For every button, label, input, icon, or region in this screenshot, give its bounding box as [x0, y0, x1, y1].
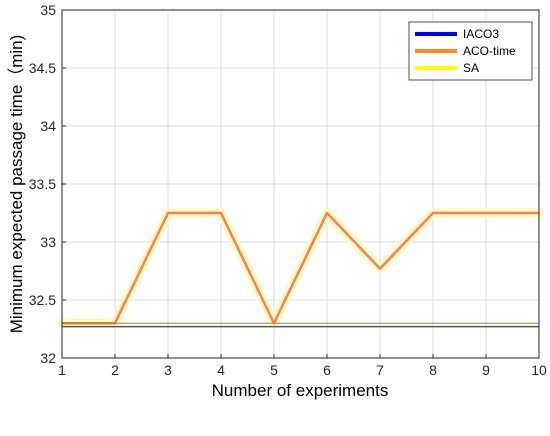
legend-label-sa: SA	[463, 61, 479, 75]
x-tick-label: 2	[111, 362, 119, 378]
series-lines	[57, 208, 544, 328]
x-tick-label: 4	[217, 362, 225, 378]
x-tick-label: 7	[376, 362, 384, 378]
y-tick-label: 35	[40, 2, 56, 18]
y-tick-label: 32	[40, 350, 56, 366]
x-tick-label: 10	[531, 362, 547, 378]
y-tick-label: 33.5	[29, 176, 56, 192]
y-tick-label: 34.5	[29, 60, 56, 76]
x-tick-label: 1	[58, 362, 66, 378]
x-tick-label: 5	[270, 362, 278, 378]
x-tick-label: 8	[429, 362, 437, 378]
y-axis-ticks: 32 32.5 33 33.5 34 34.5 35	[29, 2, 66, 366]
y-axis-label: Minimum expected passage time（min)	[7, 35, 26, 334]
x-axis-ticks: 1 2 3 4 5 6 7 8 9 10	[58, 354, 547, 378]
series-line-aco-time	[62, 211, 539, 325]
x-axis-label: Number of experiments	[212, 381, 389, 400]
y-tick-label: 32.5	[29, 292, 56, 308]
x-tick-label: 6	[323, 362, 331, 378]
legend-label-iaco3: IACO3	[463, 27, 499, 41]
y-tick-label: 33	[40, 234, 56, 250]
x-tick-label: 3	[164, 362, 172, 378]
y-tick-label: 34	[40, 118, 56, 134]
legend: IACO3 ACO-time SA	[408, 21, 533, 81]
legend-label-aco-time: ACO-time	[463, 44, 516, 58]
x-tick-label: 9	[482, 362, 490, 378]
